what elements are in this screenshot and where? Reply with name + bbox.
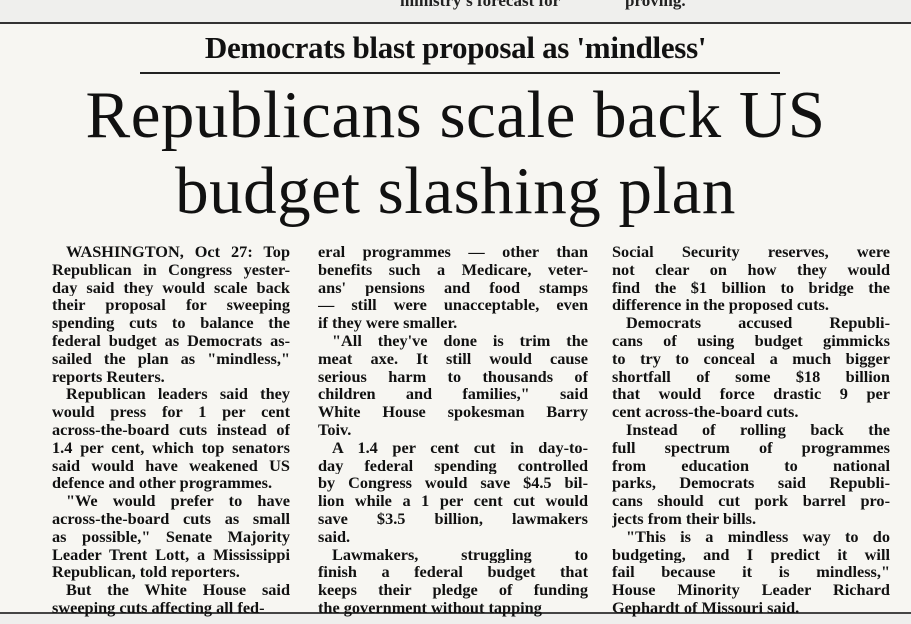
- text-line: eral programmes — other than: [318, 243, 588, 261]
- text-line: difference in the proposed cuts.: [612, 296, 829, 315]
- text-line: shortfall of some $18 billion: [612, 367, 890, 386]
- text-line: said would have weakened US: [52, 456, 290, 475]
- text-line: day federal spending controlled: [318, 456, 588, 475]
- text-line: parks, Democrats said Republi-: [612, 474, 890, 493]
- text-line: spending cuts to balance the: [52, 314, 290, 332]
- text-line: lion while a 1 per cent cut would: [318, 492, 588, 510]
- text-line: sailed the plan as "mindless,": [52, 349, 290, 368]
- text-line: cans should cut pork barrel pro-: [612, 492, 890, 510]
- headline-line: budget slashing plan: [175, 154, 736, 228]
- text-line: White House spokesman Barry: [318, 403, 588, 421]
- top-fragment: ministry's forecast for: [400, 0, 561, 10]
- text-line: Toiv.: [318, 420, 352, 439]
- text-line: the government without tapping: [318, 598, 542, 617]
- text-line: 1.4 per cent, which top senators: [52, 438, 290, 457]
- text-line: find the $1 billion to bridge the: [612, 278, 890, 297]
- text-line: A 1.4 per cent cut in day-to-: [332, 438, 588, 457]
- text-line: not clear on how they would: [612, 260, 890, 279]
- text-line: cans of using budget gimmicks: [612, 331, 890, 350]
- text-line: House Minority Leader Richard: [612, 581, 890, 599]
- text-line: Republican in Congress yester-: [52, 260, 290, 279]
- text-line: Lawmakers, struggling to: [332, 545, 588, 564]
- kicker-rule: [140, 72, 780, 74]
- text-line: that would force drastic 9 per: [612, 385, 890, 404]
- text-line: WASHINGTON, Oct 27: Top: [66, 243, 290, 261]
- text-line: Republican leaders said they: [66, 385, 290, 404]
- text-line: across-the-board cuts instead of: [52, 420, 290, 439]
- column: Social Security reserves, were not clear …: [612, 243, 890, 617]
- kicker: Democrats blast proposal as 'mindless': [204, 30, 707, 65]
- text-line: jects from their bills.: [612, 509, 757, 528]
- text-line: "This is a mindless way to do: [626, 527, 890, 546]
- text-line: Leader Trent Lott, a Mississippi: [52, 545, 290, 564]
- headline-line: Republicans scale back US: [85, 78, 826, 152]
- top-fragment: proving.: [625, 0, 686, 10]
- column: eral programmes — other than benefits suc…: [318, 243, 588, 617]
- text-line: would press for 1 per cent: [52, 403, 290, 421]
- text-line: Gephardt of Missouri said.: [612, 598, 800, 617]
- text-line: — still were unacceptable, even: [318, 296, 588, 315]
- column: WASHINGTON, Oct 27: Top Republican in Con…: [52, 243, 290, 617]
- text-line: sweeping cuts affecting all fed-: [52, 598, 265, 617]
- text-line: defence and other programmes.: [52, 474, 273, 493]
- text-line: "All they've done is trim the: [332, 331, 588, 350]
- text-line: finish a federal budget that: [318, 563, 588, 582]
- text-line: Instead of rolling back the: [626, 420, 890, 439]
- text-line: budgeting, and I predict it will: [612, 545, 890, 564]
- text-line: by Congress would save $4.5 bil-: [318, 474, 588, 493]
- text-line: reports Reuters.: [52, 367, 165, 386]
- text-line: from education to national: [612, 456, 890, 475]
- text-line: Democrats accused Republi-: [626, 314, 890, 332]
- text-line: if they were smaller.: [318, 314, 458, 332]
- text-line: save $3.5 billion, lawmakers: [318, 509, 588, 528]
- text-line: But the White House said: [66, 581, 290, 599]
- clipping: [0, 22, 911, 614]
- text-line: Social Security reserves, were: [612, 243, 890, 261]
- text-line: full spectrum of programmes: [612, 438, 890, 457]
- text-line: serious harm to thousands of: [318, 367, 588, 386]
- text-line: meat axe. It still would cause: [318, 349, 588, 368]
- text-line: ans' pensions and food stamps: [318, 278, 588, 297]
- text-line: to try to conceal a much bigger: [612, 349, 890, 368]
- text-line: day said they would scale back: [52, 278, 290, 297]
- text-line: keeps their pledge of funding: [318, 581, 588, 599]
- text-line: benefits such a Medicare, veter-: [318, 260, 588, 279]
- text-line: "We would prefer to have: [66, 492, 290, 510]
- text-line: their proposal for sweeping: [52, 296, 290, 315]
- text-line: Republican, told reporters.: [52, 563, 240, 582]
- text-line: children and families," said: [318, 385, 588, 404]
- text-line: cent across-the-board cuts.: [612, 403, 799, 421]
- text-line: fail because it is mindless,": [612, 563, 890, 582]
- text-line: said.: [318, 527, 351, 546]
- text-line: across-the-board cuts as small: [52, 509, 290, 528]
- text-line: federal budget as Democrats as-: [52, 331, 290, 350]
- text-line: as possible," Senate Majority: [52, 527, 290, 546]
